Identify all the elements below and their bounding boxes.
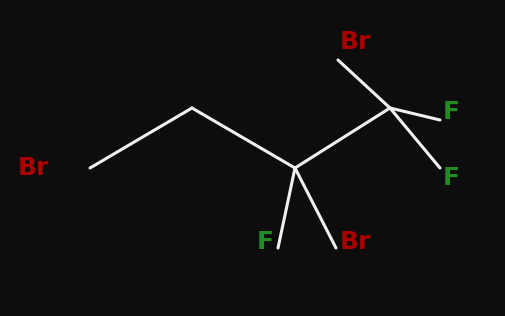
Text: Br: Br bbox=[339, 230, 371, 254]
Text: F: F bbox=[257, 230, 274, 254]
Text: F: F bbox=[442, 100, 459, 124]
Text: F: F bbox=[442, 166, 459, 190]
Text: Br: Br bbox=[339, 30, 371, 54]
Text: Br: Br bbox=[18, 156, 49, 180]
